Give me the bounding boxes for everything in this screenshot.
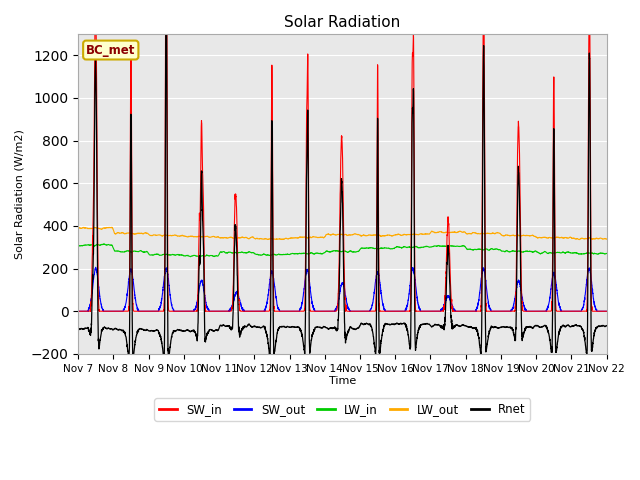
- Rnet: [74, 326, 82, 332]
- Line: LW_out: LW_out: [78, 227, 607, 240]
- Legend: SW_in, SW_out, LW_in, LW_out, Rnet: SW_in, SW_out, LW_in, LW_out, Rnet: [154, 398, 531, 420]
- LW_in: [461, 244, 468, 250]
- SW_out: [491, 308, 499, 314]
- X-axis label: Time: Time: [329, 376, 356, 386]
- SW_in: [491, 308, 499, 314]
- Line: SW_out: SW_out: [78, 267, 607, 311]
- LW_in: [602, 251, 610, 256]
- LW_in: [432, 243, 440, 249]
- SW_out: [74, 308, 82, 314]
- Rnet: [323, 325, 330, 331]
- SW_in: [170, 308, 177, 314]
- SW_in: [431, 308, 439, 314]
- LW_in: [491, 246, 499, 252]
- Line: SW_in: SW_in: [78, 0, 607, 311]
- LW_out: [575, 237, 583, 242]
- Rnet: [491, 324, 499, 329]
- Rnet: [170, 328, 177, 334]
- SW_out: [603, 308, 611, 314]
- Rnet: [164, 358, 172, 364]
- LW_out: [323, 232, 330, 238]
- LW_in: [186, 254, 194, 260]
- LW_in: [323, 248, 330, 254]
- SW_out: [461, 308, 468, 314]
- LW_in: [100, 241, 108, 247]
- LW_in: [74, 243, 82, 249]
- SW_out: [323, 308, 330, 314]
- LW_out: [603, 236, 611, 242]
- SW_out: [92, 264, 99, 270]
- SW_out: [602, 308, 610, 314]
- LW_out: [602, 236, 610, 242]
- Line: Rnet: Rnet: [78, 0, 607, 361]
- LW_in: [603, 251, 611, 256]
- LW_out: [461, 229, 468, 235]
- LW_out: [108, 224, 115, 230]
- SW_in: [603, 308, 611, 314]
- Rnet: [461, 323, 468, 329]
- LW_out: [431, 229, 439, 235]
- SW_in: [323, 308, 330, 314]
- LW_out: [491, 231, 499, 237]
- SW_out: [431, 308, 439, 314]
- Title: Solar Radiation: Solar Radiation: [284, 15, 401, 30]
- SW_in: [602, 308, 610, 314]
- Y-axis label: Solar Radiation (W/m2): Solar Radiation (W/m2): [15, 129, 25, 259]
- Line: LW_in: LW_in: [78, 244, 607, 257]
- SW_in: [461, 308, 468, 314]
- Rnet: [603, 323, 611, 329]
- Text: BC_met: BC_met: [86, 44, 136, 57]
- SW_in: [74, 308, 82, 314]
- Rnet: [432, 322, 440, 327]
- Rnet: [602, 323, 610, 329]
- LW_out: [74, 225, 82, 230]
- LW_out: [170, 232, 177, 238]
- SW_out: [170, 307, 177, 313]
- LW_in: [170, 252, 177, 257]
